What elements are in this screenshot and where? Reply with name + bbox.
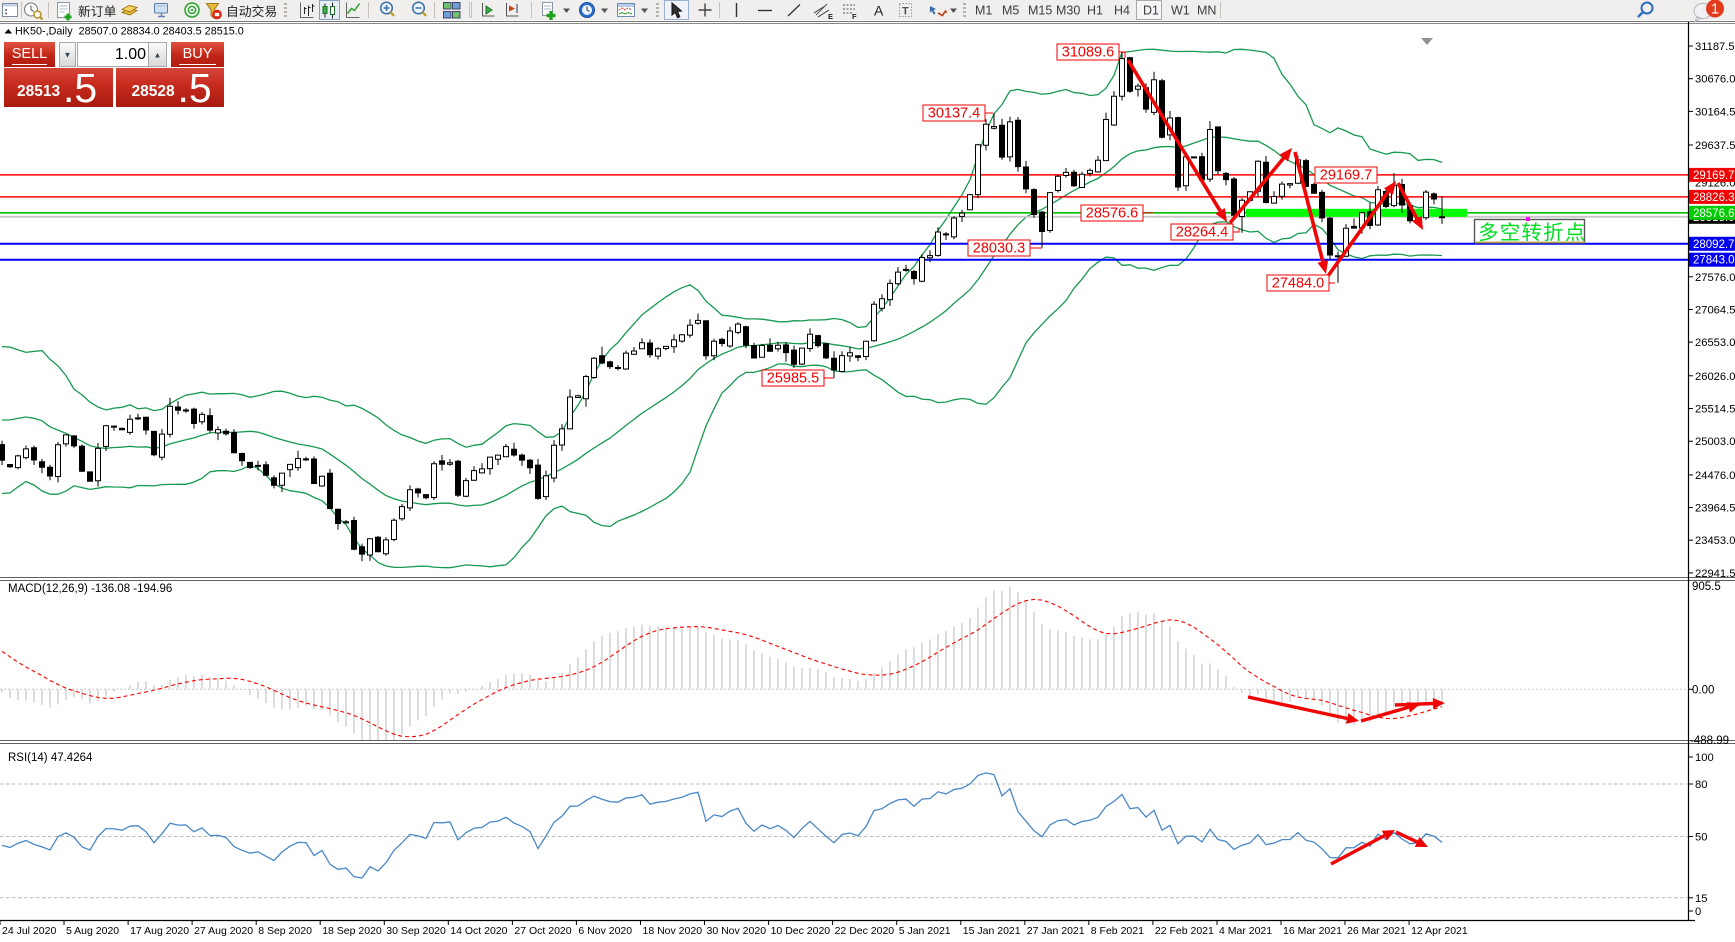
svg-text:29169.7: 29169.7 (1320, 168, 1372, 184)
svg-text:5 Jan 2021: 5 Jan 2021 (899, 925, 951, 937)
svg-text:A: A (874, 3, 884, 19)
svg-text:24 Jul 2020: 24 Jul 2020 (2, 925, 56, 937)
svg-text:30164.5: 30164.5 (1695, 106, 1735, 118)
svg-text:4 Mar 2021: 4 Mar 2021 (1219, 925, 1272, 937)
svg-text:28826.3: 28826.3 (1693, 192, 1735, 204)
svg-text:28092.7: 28092.7 (1693, 239, 1735, 251)
svg-text:W1: W1 (1171, 4, 1190, 18)
svg-text:M5: M5 (1002, 4, 1019, 18)
svg-text:8 Sep 2020: 8 Sep 2020 (258, 925, 312, 937)
svg-text:E: E (828, 12, 833, 21)
svg-text:25003.0: 25003.0 (1695, 436, 1735, 448)
svg-text:5 Aug 2020: 5 Aug 2020 (66, 925, 119, 937)
svg-text:H4: H4 (1114, 4, 1130, 18)
svg-text:28264.4: 28264.4 (1176, 225, 1228, 241)
svg-text:RSI(14) 47.4264: RSI(14) 47.4264 (8, 752, 93, 764)
svg-text:18 Sep 2020: 18 Sep 2020 (322, 925, 382, 937)
svg-text:D1: D1 (1143, 4, 1159, 18)
svg-text:15 Jan 2021: 15 Jan 2021 (963, 925, 1021, 937)
svg-text:30137.4: 30137.4 (928, 106, 980, 122)
svg-text:80: 80 (1695, 779, 1707, 791)
svg-text:29637.5: 29637.5 (1695, 140, 1735, 152)
svg-text:29169.7: 29169.7 (1693, 170, 1735, 182)
svg-text:15: 15 (1695, 893, 1707, 905)
svg-text:24476.0: 24476.0 (1695, 470, 1735, 482)
svg-text:27843.0: 27843.0 (1693, 255, 1735, 267)
svg-text:1: 1 (1711, 2, 1719, 18)
svg-text:26 Mar 2021: 26 Mar 2021 (1347, 925, 1406, 937)
svg-text:26553.0: 26553.0 (1695, 337, 1735, 349)
svg-text:27 Oct 2020: 27 Oct 2020 (514, 925, 571, 937)
svg-text:50: 50 (1695, 832, 1707, 844)
svg-text:14 Oct 2020: 14 Oct 2020 (450, 925, 507, 937)
svg-text:100: 100 (1695, 752, 1714, 764)
svg-text:27 Jan 2021: 27 Jan 2021 (1027, 925, 1085, 937)
svg-text:30 Sep 2020: 30 Sep 2020 (386, 925, 446, 937)
svg-text:F: F (852, 12, 857, 21)
svg-text:HK50-,Daily 28507.0 28834.0 2: HK50-,Daily 28507.0 28834.0 28403.5 2851… (15, 26, 244, 38)
svg-text:22 Feb 2021: 22 Feb 2021 (1155, 925, 1214, 937)
svg-text:H1: H1 (1087, 4, 1103, 18)
svg-text:30 Nov 2020: 30 Nov 2020 (707, 925, 767, 937)
svg-text:8 Feb 2021: 8 Feb 2021 (1091, 925, 1144, 937)
svg-text:22941.5: 22941.5 (1695, 568, 1735, 580)
svg-text:17 Aug 2020: 17 Aug 2020 (130, 925, 189, 937)
svg-text:30676.0: 30676.0 (1695, 74, 1735, 86)
svg-text:27 Aug 2020: 27 Aug 2020 (194, 925, 253, 937)
svg-text:23453.0: 23453.0 (1695, 535, 1735, 547)
svg-text:16 Mar 2021: 16 Mar 2021 (1283, 925, 1342, 937)
svg-text:25985.5: 25985.5 (767, 371, 819, 387)
svg-text:0: 0 (1695, 906, 1701, 918)
svg-text:T: T (902, 6, 909, 18)
svg-text:0.00: 0.00 (1692, 684, 1714, 696)
svg-text:22 Dec 2020: 22 Dec 2020 (835, 925, 895, 937)
svg-text:M15: M15 (1028, 4, 1052, 18)
svg-text:6 Nov 2020: 6 Nov 2020 (578, 925, 632, 937)
svg-text:26026.0: 26026.0 (1695, 371, 1735, 383)
svg-text:28576.6: 28576.6 (1086, 206, 1138, 222)
svg-text:-488.99: -488.99 (1690, 735, 1729, 747)
svg-text:12 Apr 2021: 12 Apr 2021 (1411, 925, 1468, 937)
svg-text:27484.0: 27484.0 (1272, 276, 1324, 292)
svg-text:M30: M30 (1056, 4, 1080, 18)
svg-text:28576.6: 28576.6 (1693, 208, 1735, 220)
svg-text:27576.0: 27576.0 (1695, 272, 1735, 284)
svg-text:18 Nov 2020: 18 Nov 2020 (643, 925, 703, 937)
svg-text:905.5: 905.5 (1692, 581, 1721, 593)
svg-text:31187.5: 31187.5 (1695, 41, 1735, 53)
svg-text:25514.5: 25514.5 (1695, 404, 1735, 416)
svg-text:MN: MN (1197, 4, 1216, 18)
svg-text:M1: M1 (975, 4, 992, 18)
svg-text:28030.3: 28030.3 (973, 241, 1025, 257)
svg-text:27064.5: 27064.5 (1695, 305, 1735, 317)
svg-text:31089.6: 31089.6 (1062, 45, 1114, 61)
svg-text:10 Dec 2020: 10 Dec 2020 (771, 925, 831, 937)
svg-text:MACD(12,26,9) -136.08 -194.96: MACD(12,26,9) -136.08 -194.96 (8, 583, 172, 595)
svg-text:23964.5: 23964.5 (1695, 503, 1735, 515)
